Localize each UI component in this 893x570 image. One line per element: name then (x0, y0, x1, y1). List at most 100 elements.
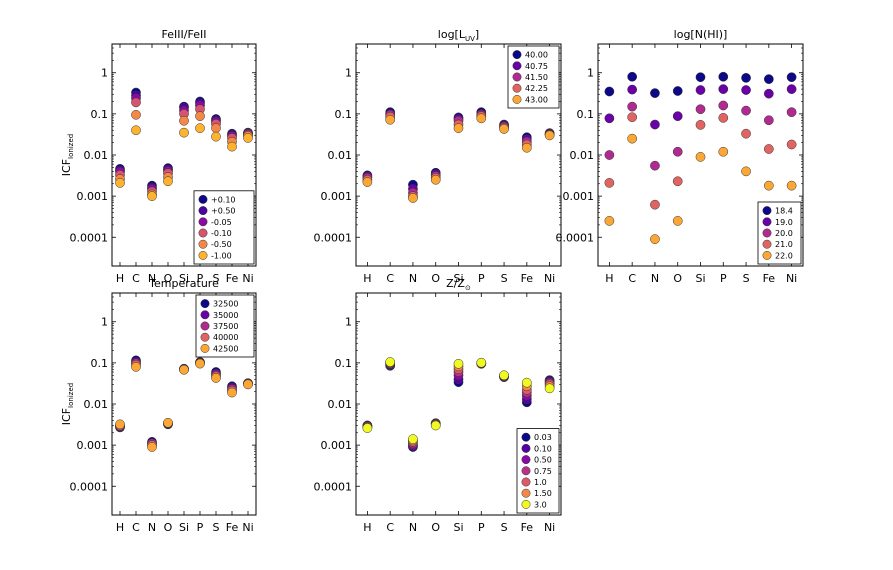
legend-entry: 37500 (213, 322, 238, 331)
data-point (163, 417, 173, 428)
x-tick-label: N (148, 272, 156, 285)
legend-entry: -0.50 (211, 240, 232, 249)
data-point (786, 139, 797, 150)
legend-entry: 18.4 (775, 207, 793, 216)
legend-entry: -0.10 (211, 229, 232, 238)
data-point (544, 130, 555, 141)
legend-entry: 0.10 (534, 444, 552, 453)
data-point (718, 100, 729, 111)
data-point (362, 423, 373, 433)
x-tick-label: Si (695, 272, 705, 285)
data-point (499, 124, 509, 134)
data-point (718, 71, 729, 82)
data-point (385, 114, 396, 125)
data-point (604, 113, 615, 124)
legend-marker (198, 239, 208, 249)
data-point (763, 74, 774, 84)
legend-marker (762, 239, 772, 249)
data-point (115, 178, 125, 188)
x-tick-label: H (363, 521, 371, 534)
legend-entry: 19.0 (775, 218, 793, 227)
data-point (179, 127, 189, 138)
x-tick-label: Fe (226, 272, 239, 285)
x-tick-label: P (197, 272, 204, 285)
chart-panel-4: Temperature 0.0001 0.001 0.01 0.1 1 H C N O Si P S Fe… (60, 277, 257, 534)
y-tick-label: 0.001 (77, 190, 109, 203)
x-tick-label: Fe (763, 272, 776, 285)
panel-title: FeIII/FeII (162, 28, 207, 41)
x-tick-label: H (116, 521, 124, 534)
data-point (604, 86, 615, 97)
data-point (604, 216, 615, 226)
legend-entry: 42.25 (525, 84, 548, 93)
y-tick-label: 0.01 (570, 149, 595, 162)
data-point (604, 150, 615, 160)
x-tick-label: Fe (521, 521, 534, 534)
legend-entry: 21.0 (775, 240, 793, 249)
data-point (115, 419, 125, 430)
data-point (718, 84, 729, 94)
x-tick-label: Ni (242, 521, 253, 534)
legend-entry: 32500 (213, 300, 238, 309)
y-tick-label: 0.1 (577, 108, 595, 121)
data-point (131, 97, 141, 108)
legend-marker (521, 432, 531, 442)
y-tick-label: 0.0001 (556, 231, 595, 244)
x-tick-label: Si (453, 521, 463, 534)
x-tick-label: O (164, 521, 173, 534)
y-tick-label: 0.001 (77, 439, 109, 452)
legend-marker (512, 61, 522, 71)
data-point (211, 123, 221, 133)
legend-entry: 22.0 (775, 251, 793, 260)
data-point (741, 166, 751, 177)
data-point (179, 364, 189, 375)
y-tick-label: 0.0001 (314, 231, 353, 244)
data-point (627, 84, 638, 95)
legend-marker (762, 228, 772, 238)
panel-title: Temperature (148, 277, 219, 290)
data-point (672, 176, 683, 187)
x-tick-label: C (628, 272, 636, 285)
x-tick-label: S (743, 272, 750, 285)
legend-marker (512, 50, 522, 60)
x-tick-label: Ni (242, 272, 253, 285)
y-tick-label: 0.01 (84, 149, 109, 162)
x-tick-label: Si (453, 272, 463, 285)
data-point (650, 234, 660, 244)
data-point (476, 357, 487, 368)
data-point (385, 357, 396, 367)
x-tick-label: Fe (521, 272, 534, 285)
data-point (195, 358, 205, 369)
data-point (741, 105, 751, 116)
legend: 40.00 40.75 41.50 42.25 43.00 (507, 45, 560, 109)
data-point (227, 141, 237, 152)
x-tick-label: Si (179, 272, 189, 285)
legend-marker (198, 206, 208, 216)
legend-entry: 40000 (213, 333, 238, 342)
y-axis-label: ICFIonized (60, 383, 75, 425)
data-point (604, 178, 615, 188)
legend-marker (200, 343, 210, 353)
data-point (650, 119, 660, 130)
x-tick-label: S (213, 521, 220, 534)
x-tick-label: Fe (226, 521, 239, 534)
panel-title: log[LUV] (438, 28, 479, 43)
x-tick-label: Ni (786, 272, 797, 285)
x-tick-label: N (148, 521, 156, 534)
data-point (627, 133, 638, 144)
data-point (430, 420, 441, 431)
data-point (650, 160, 660, 171)
data-point (695, 120, 706, 130)
data-point (408, 193, 418, 203)
legend-marker (762, 250, 772, 260)
data-point (763, 115, 774, 126)
legend: 32500 35000 37500 40000 42500 (195, 294, 255, 358)
legend-marker (200, 310, 210, 320)
legend-marker (198, 217, 208, 227)
x-tick-label: Ni (544, 521, 555, 534)
data-point (211, 131, 221, 142)
data-point (718, 146, 729, 157)
x-tick-label: S (501, 272, 508, 285)
data-point (430, 174, 441, 185)
